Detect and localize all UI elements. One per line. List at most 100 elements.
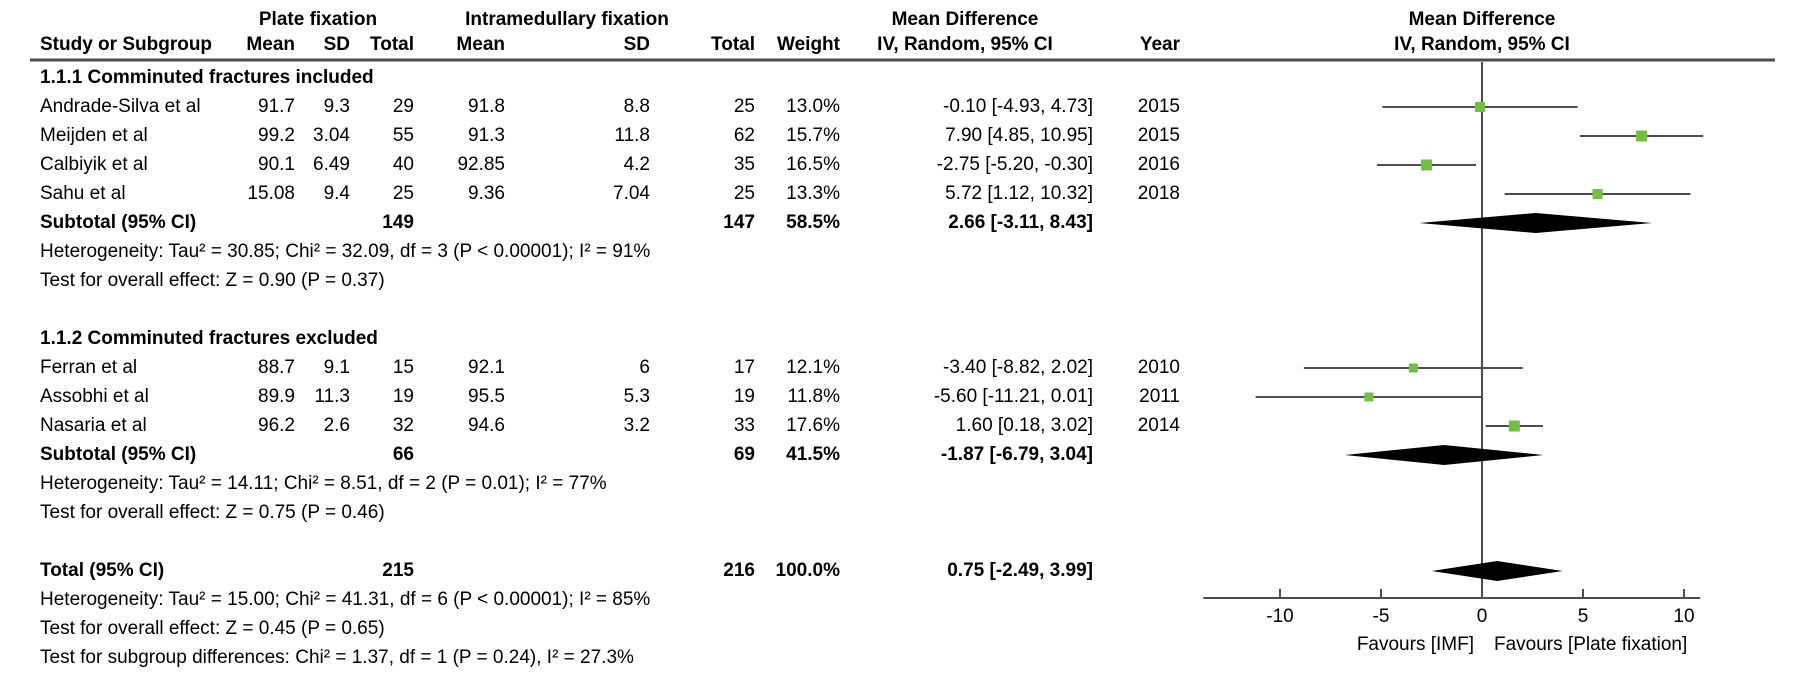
heterogeneity-note: Heterogeneity: Tau² = 15.00; Chi² = 41.3…: [40, 589, 651, 610]
sd1-cell: 2.6: [323, 415, 350, 436]
ci-plot-header: IV, Random, 95% CI: [1394, 34, 1570, 55]
weight-cell: 17.6%: [786, 415, 840, 436]
n1-cell: 215: [382, 560, 414, 581]
ci-col-header: IV, Random, 95% CI: [877, 34, 1053, 55]
weight-cell: 13.0%: [786, 96, 840, 117]
study-name: Calbiyik et al: [40, 154, 148, 175]
year-col-header: Year: [1139, 34, 1180, 55]
sd1-cell: 9.1: [323, 357, 350, 378]
subgroup-label: 1.1.2 Comminuted fractures excluded: [40, 328, 378, 349]
subtotal-label: Subtotal (95% CI): [40, 212, 197, 233]
point-estimate-marker: [1408, 363, 1418, 373]
n2-cell: 216: [723, 560, 755, 581]
mean2-cell: 9.36: [468, 183, 505, 204]
weight-cell: 15.7%: [786, 125, 840, 146]
favours-left-label: Favours [IMF]: [1357, 634, 1474, 655]
total-label: Total (95% CI): [40, 560, 165, 581]
year-cell: 2018: [1137, 183, 1180, 204]
tick-label: -5: [1373, 606, 1390, 627]
point-estimate-marker: [1592, 189, 1603, 199]
ci-cell: 1.60 [0.18, 3.02]: [955, 415, 1093, 436]
md-plot-header: Mean Difference: [1408, 9, 1556, 30]
mean1-cell: 91.7: [258, 96, 295, 117]
year-cell: 2015: [1137, 96, 1180, 117]
ci-cell: 2.66 [-3.11, 8.43]: [948, 212, 1093, 233]
point-estimate-marker: [1508, 420, 1520, 432]
mean1-cell: 15.08: [247, 183, 295, 204]
mean1-cell: 90.1: [258, 154, 295, 175]
overall-effect-note: Test for overall effect: Z = 0.90 (P = 0…: [40, 270, 385, 291]
ci-cell: 5.72 [1.12, 10.32]: [945, 183, 1093, 204]
n1-cell: 55: [392, 125, 414, 146]
sd1-cell: 11.3: [314, 386, 350, 407]
sd2-cell: 8.8: [623, 96, 650, 117]
mean2-cell: 95.5: [468, 386, 505, 407]
ci-cell: -1.87 [-6.79, 3.04]: [940, 444, 1093, 465]
pooled-diamond: [1344, 445, 1544, 465]
n1-cell: 66: [392, 444, 414, 465]
weight-cell: 11.8%: [787, 386, 840, 407]
study-name: Assobhi et al: [40, 386, 149, 407]
study-name: Sahu et al: [40, 183, 126, 204]
mean1-cell: 88.7: [258, 357, 295, 378]
tick-label: 0: [1477, 606, 1488, 627]
imf-group-header: Intramedullary fixation: [465, 9, 669, 30]
point-estimate-marker: [1474, 102, 1485, 112]
pooled-diamond: [1431, 561, 1563, 581]
point-estimate-marker: [1364, 392, 1374, 402]
ci-cell: -2.75 [-5.20, -0.30]: [936, 154, 1093, 175]
mean1-cell: 99.2: [258, 125, 295, 146]
study-col-header: Study or Subgroup: [40, 34, 213, 55]
total1-col-header: Total: [370, 34, 414, 55]
year-cell: 2014: [1137, 415, 1180, 436]
mean2-cell: 91.3: [468, 125, 505, 146]
n2-cell: 69: [733, 444, 755, 465]
n1-cell: 149: [382, 212, 414, 233]
sd1-cell: 6.49: [313, 154, 350, 175]
ci-cell: 0.75 [-2.49, 3.99]: [947, 560, 1093, 581]
n1-cell: 25: [392, 183, 414, 204]
weight-cell: 16.5%: [786, 154, 840, 175]
favours-right-label: Favours [Plate fixation]: [1494, 634, 1687, 655]
mean1-col-header: Mean: [246, 34, 295, 55]
subtotal-label: Subtotal (95% CI): [40, 444, 197, 465]
overall-effect-note: Test for overall effect: Z = 0.75 (P = 0…: [40, 502, 385, 523]
n2-cell: 62: [733, 125, 755, 146]
tick-label: -10: [1266, 606, 1293, 627]
sd1-cell: 9.4: [323, 183, 350, 204]
weight-cell: 41.5%: [786, 444, 840, 465]
n2-cell: 19: [733, 386, 755, 407]
year-cell: 2015: [1137, 125, 1180, 146]
study-name: Meijden et al: [40, 125, 148, 146]
n2-cell: 33: [733, 415, 755, 436]
mean2-cell: 92.85: [457, 154, 505, 175]
sd2-cell: 5.3: [623, 386, 650, 407]
n2-cell: 17: [733, 357, 755, 378]
sd1-cell: 3.04: [313, 125, 350, 146]
heterogeneity-note: Heterogeneity: Tau² = 14.11; Chi² = 8.51…: [40, 473, 607, 494]
sd2-cell: 3.2: [623, 415, 650, 436]
mean2-col-header: Mean: [456, 34, 505, 55]
n1-cell: 40: [392, 154, 414, 175]
weight-cell: 58.5%: [786, 212, 840, 233]
study-name: Nasaria et al: [40, 415, 147, 436]
n1-cell: 19: [392, 386, 414, 407]
n1-cell: 32: [392, 415, 414, 436]
n2-cell: 25: [733, 183, 755, 204]
mean1-cell: 89.9: [258, 386, 295, 407]
heterogeneity-note: Heterogeneity: Tau² = 30.85; Chi² = 32.0…: [40, 241, 651, 262]
n2-cell: 147: [723, 212, 755, 233]
sd2-cell: 4.2: [623, 154, 650, 175]
pooled-diamond: [1419, 213, 1653, 233]
weight-cell: 100.0%: [775, 560, 840, 581]
subgroup-differences-note: Test for subgroup differences: Chi² = 1.…: [40, 647, 634, 668]
sd2-cell: 7.04: [613, 183, 650, 204]
sd2-cell: 11.8: [614, 125, 650, 146]
tick-label: 5: [1578, 606, 1589, 627]
mean2-cell: 91.8: [468, 96, 505, 117]
mean1-cell: 96.2: [258, 415, 295, 436]
study-name: Ferran et al: [40, 357, 138, 378]
study-name: Andrade-Silva et al: [40, 96, 201, 117]
overall-effect-note: Test for overall effect: Z = 0.45 (P = 0…: [40, 618, 385, 639]
